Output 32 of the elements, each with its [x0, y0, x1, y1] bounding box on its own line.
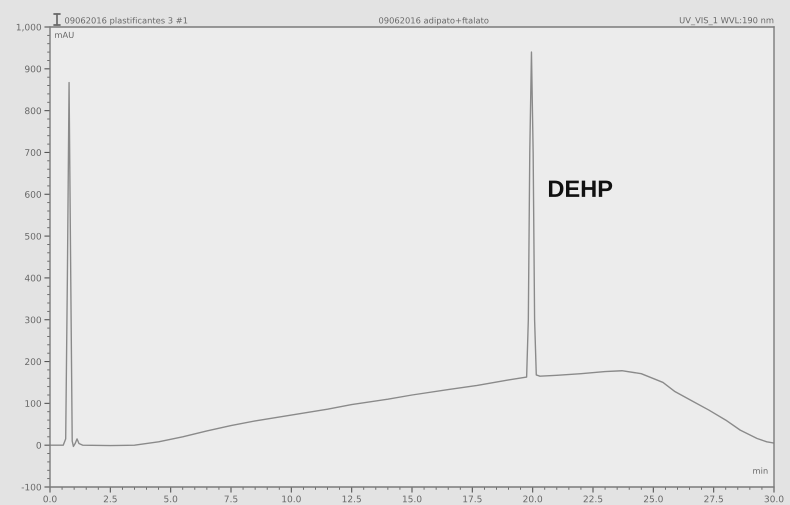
x-tick-label: 7.5 [224, 496, 238, 502]
x-axis-title: min [753, 467, 768, 474]
y-tick-label: 0 [36, 442, 42, 449]
line-series [50, 51, 774, 448]
y-axis-title: mAU [55, 32, 74, 38]
y-tick-label: 800 [25, 107, 42, 114]
y-tick-label: 700 [25, 149, 42, 156]
x-tick-label: 5.0 [164, 495, 178, 502]
x-tick-label: 0.0 [43, 495, 57, 502]
x-tick-label: 30.0 [764, 495, 784, 502]
y-tick-label: 500 [25, 232, 42, 240]
x-tick-label: 2.5 [104, 495, 117, 502]
text: 09062016 plastificantes 3 #1 [65, 17, 188, 26]
y-tick-label: 600 [25, 191, 42, 198]
y-tick-label: 1,000 [16, 24, 42, 32]
y-tick-label: -100 [22, 484, 42, 491]
y-tick-label: 100 [25, 400, 42, 407]
x-tick-label: 22.5 [584, 495, 602, 502]
x-tick-label: 12.5 [342, 495, 361, 502]
y-tick-label: 900 [25, 66, 42, 72]
x-tick-label: 25.0 [644, 495, 663, 502]
x-tick-label: 17.5 [463, 496, 482, 502]
annotation: DEHP [548, 180, 612, 197]
x-tick-label: 15.0 [402, 495, 422, 502]
x-tick-label: 10.0 [282, 495, 301, 502]
x-tick-label: 27.5 [704, 495, 723, 502]
text: UV_VIS_1 WVL:190 nm [680, 17, 774, 26]
y-tick-label: 200 [25, 358, 42, 366]
y-tick-label: 400 [24, 274, 42, 282]
chart-title: 09062016 adipato+ftalato [379, 17, 488, 26]
y-tick-label: 300 [25, 316, 42, 324]
x-tick-label: 20.0 [523, 495, 542, 502]
